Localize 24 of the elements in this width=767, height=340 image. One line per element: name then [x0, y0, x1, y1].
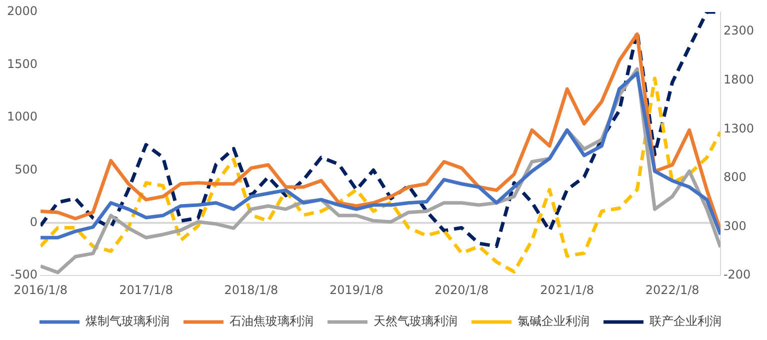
x-tick-label: 2019/1/8 — [329, 282, 384, 297]
y2-tick-label: 1800 — [723, 72, 754, 86]
legend-label: 煤制气玻璃利润 — [86, 314, 170, 328]
y-tick-label: -500 — [10, 268, 38, 282]
legend-label: 联产企业利润 — [650, 314, 722, 328]
y-tick-label: 0 — [30, 215, 38, 230]
legend-label: 氯碱企业利润 — [518, 314, 590, 328]
y-tick-label: 1500 — [6, 56, 38, 71]
y2-tick-label: -200 — [723, 268, 751, 282]
y2-tick-label: 1300 — [723, 121, 754, 136]
x-tick-label: 2021/1/8 — [540, 282, 594, 297]
y-tick-label: 500 — [14, 162, 38, 176]
x-tick-label: 2020/1/8 — [434, 282, 489, 297]
y2-tick-label: 2300 — [723, 24, 754, 38]
y2-tick-label: 300 — [723, 218, 746, 233]
x-tick-label: 2022/1/8 — [645, 282, 700, 297]
y-tick-label: 1000 — [6, 110, 38, 124]
x-tick-label: 2016/1/8 — [14, 282, 68, 297]
x-tick-label: 2017/1/8 — [119, 282, 173, 297]
x-tick-label: 2018/1/8 — [224, 282, 278, 297]
y-tick-label: 2000 — [6, 4, 38, 18]
y2-tick-label: 800 — [723, 170, 746, 184]
legend-label: 天然气玻璃利润 — [374, 314, 458, 328]
legend-label: 石油焦玻璃利润 — [230, 314, 314, 328]
